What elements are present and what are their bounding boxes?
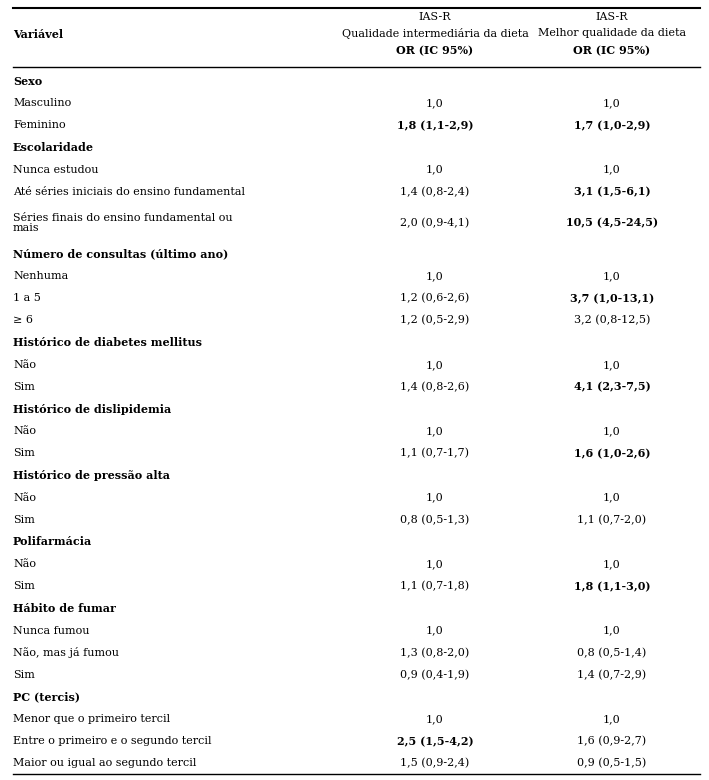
Text: 1,0: 1,0	[426, 360, 444, 370]
Text: 1,0: 1,0	[603, 360, 621, 370]
Text: Escolaridade: Escolaridade	[13, 142, 94, 153]
Text: 1,0: 1,0	[426, 559, 444, 569]
Text: Sexo: Sexo	[13, 76, 43, 87]
Text: Histórico de dislipidemia: Histórico de dislipidemia	[13, 403, 172, 415]
Text: 1,4 (0,8-2,4): 1,4 (0,8-2,4)	[401, 186, 469, 197]
Text: 1,0: 1,0	[603, 426, 621, 436]
Text: Até séries iniciais do ensino fundamental: Até séries iniciais do ensino fundamenta…	[13, 186, 245, 197]
Text: 1,0: 1,0	[426, 165, 444, 175]
Text: 1,2 (0,6-2,6): 1,2 (0,6-2,6)	[401, 293, 469, 303]
Text: Sim: Sim	[13, 515, 35, 525]
Text: Sim: Sim	[13, 448, 35, 459]
Text: Polifarmácia: Polifarmácia	[13, 537, 92, 548]
Text: Não: Não	[13, 559, 36, 569]
Text: 1,0: 1,0	[426, 714, 444, 724]
Text: 3,1 (1,5-6,1): 3,1 (1,5-6,1)	[574, 186, 650, 197]
Text: Número de consultas (último ano): Número de consultas (último ano)	[13, 249, 228, 260]
Text: 1,0: 1,0	[426, 271, 444, 282]
Text: 1,0: 1,0	[603, 714, 621, 724]
Text: 1,3 (0,8-2,0): 1,3 (0,8-2,0)	[401, 647, 469, 658]
Text: 10,5 (4,5-24,5): 10,5 (4,5-24,5)	[566, 218, 658, 229]
Text: 4,1 (2,3-7,5): 4,1 (2,3-7,5)	[574, 381, 650, 392]
Text: 1,6 (1,0-2,6): 1,6 (1,0-2,6)	[574, 448, 650, 459]
Text: Menor que o primeiro tercil: Menor que o primeiro tercil	[13, 714, 170, 724]
Text: Sim: Sim	[13, 581, 35, 591]
Text: Variável: Variável	[13, 29, 63, 41]
Text: 0,8 (0,5-1,4): 0,8 (0,5-1,4)	[577, 647, 647, 658]
Text: 1,0: 1,0	[426, 493, 444, 502]
Text: Histórico de diabetes mellitus: Histórico de diabetes mellitus	[13, 337, 202, 348]
Text: 1,6 (0,9-2,7): 1,6 (0,9-2,7)	[577, 736, 647, 746]
Text: 0,9 (0,4-1,9): 0,9 (0,4-1,9)	[401, 670, 469, 680]
Text: 1,8 (1,1-3,0): 1,8 (1,1-3,0)	[574, 581, 650, 592]
Text: IAS-R: IAS-R	[596, 12, 628, 22]
Text: 1,7 (1,0-2,9): 1,7 (1,0-2,9)	[574, 120, 650, 131]
Text: 1,0: 1,0	[603, 559, 621, 569]
Text: 1,0: 1,0	[603, 271, 621, 282]
Text: Não, mas já fumou: Não, mas já fumou	[13, 647, 119, 658]
Text: Hábito de fumar: Hábito de fumar	[13, 603, 116, 614]
Text: IAS-R: IAS-R	[419, 12, 451, 22]
Text: Nunca estudou: Nunca estudou	[13, 165, 99, 175]
Text: 1,0: 1,0	[603, 493, 621, 502]
Text: 2,0 (0,9-4,1): 2,0 (0,9-4,1)	[401, 218, 469, 228]
Text: 1,0: 1,0	[603, 165, 621, 175]
Text: Nenhuma: Nenhuma	[13, 271, 68, 282]
Text: 0,9 (0,5-1,5): 0,9 (0,5-1,5)	[577, 758, 647, 768]
Text: 1,5 (0,9-2,4): 1,5 (0,9-2,4)	[401, 758, 469, 768]
Text: Séries finais do ensino fundamental ou: Séries finais do ensino fundamental ou	[13, 213, 233, 222]
Text: Nunca fumou: Nunca fumou	[13, 626, 89, 636]
Text: 1,0: 1,0	[603, 98, 621, 108]
Text: 1,1 (0,7-1,7): 1,1 (0,7-1,7)	[401, 448, 469, 459]
Text: 1,0: 1,0	[603, 626, 621, 636]
Text: 1,4 (0,7-2,9): 1,4 (0,7-2,9)	[577, 670, 647, 680]
Text: Maior ou igual ao segundo tercil: Maior ou igual ao segundo tercil	[13, 758, 196, 768]
Text: 0,8 (0,5-1,3): 0,8 (0,5-1,3)	[401, 515, 469, 525]
Text: Não: Não	[13, 360, 36, 370]
Text: OR (IC 95%): OR (IC 95%)	[396, 45, 474, 56]
Text: 3,7 (1,0-13,1): 3,7 (1,0-13,1)	[570, 292, 654, 304]
Text: Masculino: Masculino	[13, 98, 71, 108]
Text: Feminino: Feminino	[13, 120, 66, 130]
Text: 2,5 (1,5-4,2): 2,5 (1,5-4,2)	[397, 736, 474, 746]
Text: Qualidade intermediária da dieta: Qualidade intermediária da dieta	[342, 29, 528, 40]
Text: 1,0: 1,0	[426, 98, 444, 108]
Text: 1,0: 1,0	[426, 626, 444, 636]
Text: 1,1 (0,7-2,0): 1,1 (0,7-2,0)	[577, 515, 647, 525]
Text: PC (tercis): PC (tercis)	[13, 692, 80, 703]
Text: OR (IC 95%): OR (IC 95%)	[574, 45, 651, 56]
Text: mais: mais	[13, 223, 40, 233]
Text: Sim: Sim	[13, 670, 35, 680]
Text: Sim: Sim	[13, 382, 35, 392]
Text: 1,0: 1,0	[426, 426, 444, 436]
Text: 1,1 (0,7-1,8): 1,1 (0,7-1,8)	[401, 581, 469, 591]
Text: 1,2 (0,5-2,9): 1,2 (0,5-2,9)	[401, 315, 469, 326]
Text: Melhor qualidade da dieta: Melhor qualidade da dieta	[538, 29, 686, 38]
Text: Entre o primeiro e o segundo tercil: Entre o primeiro e o segundo tercil	[13, 736, 211, 746]
Text: 1 a 5: 1 a 5	[13, 293, 41, 303]
Text: Não: Não	[13, 493, 36, 502]
Text: 1,8 (1,1-2,9): 1,8 (1,1-2,9)	[397, 120, 473, 131]
Text: 3,2 (0,8-12,5): 3,2 (0,8-12,5)	[574, 315, 650, 326]
Text: ≥ 6: ≥ 6	[13, 315, 33, 325]
Text: 1,4 (0,8-2,6): 1,4 (0,8-2,6)	[401, 381, 469, 392]
Text: Histórico de pressão alta: Histórico de pressão alta	[13, 470, 170, 481]
Text: Não: Não	[13, 426, 36, 436]
